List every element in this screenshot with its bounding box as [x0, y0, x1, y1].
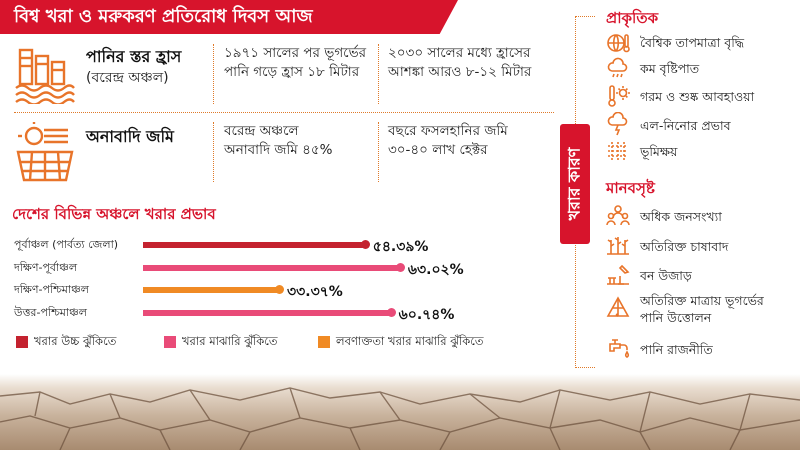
human-heading: মানবসৃষ্ট	[606, 179, 655, 197]
crops-icon	[606, 232, 630, 256]
population-icon	[606, 204, 630, 228]
bar-end-dot	[275, 285, 285, 294]
erosion-icon	[606, 138, 630, 162]
bar-category-label: দক্ষিণ-পূর্বাঞ্চল	[14, 261, 78, 274]
bar	[143, 310, 391, 316]
barren-land-icon	[14, 122, 76, 182]
stat-heading: পানির স্তর হ্রাস	[86, 47, 182, 66]
cause-label: বন উজাড়	[640, 268, 692, 283]
bar-value-label: ৬০.৭৪%	[398, 307, 455, 323]
bar-category-label: উত্তর-পশ্চিমাঞ্চল	[14, 306, 87, 319]
bar-end-dot	[360, 240, 370, 249]
divider	[14, 112, 554, 113]
natural-heading: প্রাকৃতিক	[606, 9, 659, 27]
bar	[143, 242, 365, 248]
bar-end-dot	[386, 308, 396, 317]
water-pump-icon	[606, 294, 630, 318]
bar	[143, 265, 400, 271]
bar-category-label: পূর্বাঞ্চল (পার্বত্য জেলা)	[14, 238, 119, 251]
legend-label-salinity: লবণাক্ততা খরার মাঝারি ঝুঁকিতে	[336, 334, 484, 348]
deforestation-icon	[606, 262, 630, 286]
legend-label-high: খরার উচ্চ ঝুঁকিতে	[34, 334, 117, 348]
cause-label: অতিরিক্ত চাষাবাদ	[640, 239, 729, 254]
water-tap-icon	[606, 336, 630, 360]
cause-label: গরম ও শুষ্ক আবহাওয়া	[640, 89, 755, 104]
bar-value-label: ৩৩.৩৭%	[287, 284, 343, 300]
thermometer-sun-icon	[606, 84, 630, 108]
globe-thermometer-icon	[606, 31, 630, 55]
cause-label: অতিরিক্ত মাত্রায় ভূগর্ভের পানি উত্তোলন	[640, 293, 764, 325]
stat-col1: বরেন্দ্র অঞ্চলে অনাবাদি জমি ৪৫%	[224, 123, 333, 158]
cracked-earth-image	[0, 374, 800, 450]
bar-value-label: ৫৪.৩৯%	[372, 239, 429, 255]
causes-tag: খরার কারণ	[560, 124, 590, 244]
page-title: বিশ্ব খরা ও মরুকরণ প্রতিরোধ দিবস আজ	[0, 0, 458, 34]
cause-label: এল-নিনোর প্রভাব	[640, 118, 731, 133]
causes-tag-label: খরার কারণ	[564, 147, 584, 221]
water-level-icon	[14, 44, 76, 104]
bar-value-label: ৬৩.০২%	[407, 262, 464, 278]
divider	[378, 44, 379, 104]
legend-swatch-moderate	[164, 336, 176, 348]
cause-label: বৈশ্বিক তাপমাত্রা বৃদ্ধি	[640, 35, 744, 50]
stat-heading: অনাবাদি জমি	[86, 127, 174, 146]
legend-swatch-salinity	[318, 336, 330, 348]
storm-cloud-icon	[606, 112, 630, 136]
stat-col2: বছরে ফসলহানির জমি ৩০-৪০ লাখ হেক্টর	[388, 123, 508, 158]
divider	[213, 44, 214, 104]
cause-label: অধিক জনসংখ্যা	[640, 209, 722, 224]
cause-label: ভূমিক্ষয়	[640, 144, 678, 159]
bar	[143, 287, 280, 293]
divider	[213, 122, 214, 182]
stat-subheading: (বরেন্দ্র অঞ্চল)	[86, 70, 169, 86]
stat-col1: ১৯৭১ সালের পর ভূগর্ভের পানি গড়ে হ্রাস ১…	[224, 45, 367, 80]
cloud-rain-icon	[606, 57, 630, 81]
bar-end-dot	[395, 263, 405, 272]
chart-title: দেশের বিভিন্ন অঞ্চলে খরার প্রভাব	[12, 205, 216, 223]
cause-label: কম বৃষ্টিপাত	[640, 61, 700, 76]
legend-label-moderate: খরার মাঝারি ঝুঁকিতে	[182, 334, 278, 348]
bar-category-label: দক্ষিণ-পশ্চিমাঞ্চল	[14, 283, 89, 296]
legend-swatch-high	[16, 336, 28, 348]
cause-label: পানি রাজনীতি	[640, 342, 713, 357]
stat-col2: ২০৩০ সালের মধ্যে হ্রাসের আশঙ্কা আরও ৮-১২…	[388, 45, 532, 80]
divider	[378, 122, 379, 182]
